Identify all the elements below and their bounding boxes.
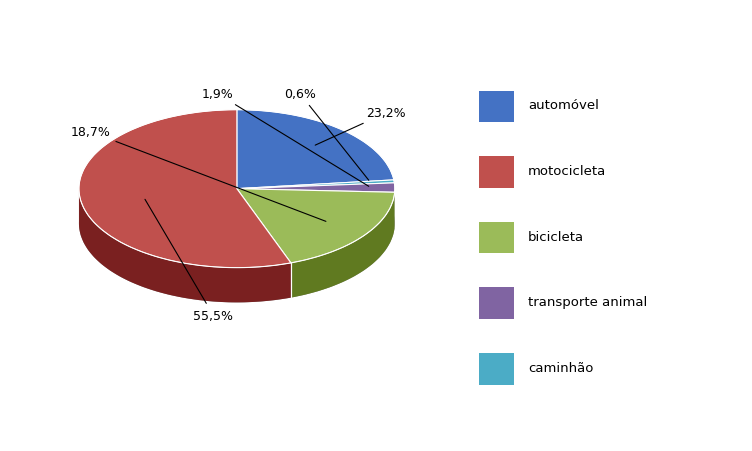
Polygon shape [79, 189, 291, 303]
Text: 55,5%: 55,5% [145, 200, 233, 322]
Text: automóvel: automóvel [528, 99, 599, 112]
Text: 0,6%: 0,6% [284, 88, 368, 181]
Polygon shape [237, 189, 395, 263]
Bar [479, 91, 514, 123]
Text: transporte animal: transporte animal [528, 295, 647, 308]
Bar [479, 288, 514, 319]
Text: motocicleta: motocicleta [528, 165, 606, 178]
Bar [479, 157, 514, 189]
Text: 1,9%: 1,9% [202, 88, 368, 187]
Text: 23,2%: 23,2% [315, 107, 406, 146]
Polygon shape [237, 180, 394, 189]
Bar [479, 354, 514, 385]
Polygon shape [79, 110, 291, 268]
Text: 18,7%: 18,7% [71, 126, 326, 222]
Bar [479, 222, 514, 254]
Polygon shape [291, 193, 395, 298]
Text: caminhão: caminhão [528, 361, 593, 374]
Polygon shape [237, 184, 395, 193]
Text: bicicleta: bicicleta [528, 230, 584, 243]
Polygon shape [237, 110, 394, 189]
Ellipse shape [79, 145, 395, 303]
